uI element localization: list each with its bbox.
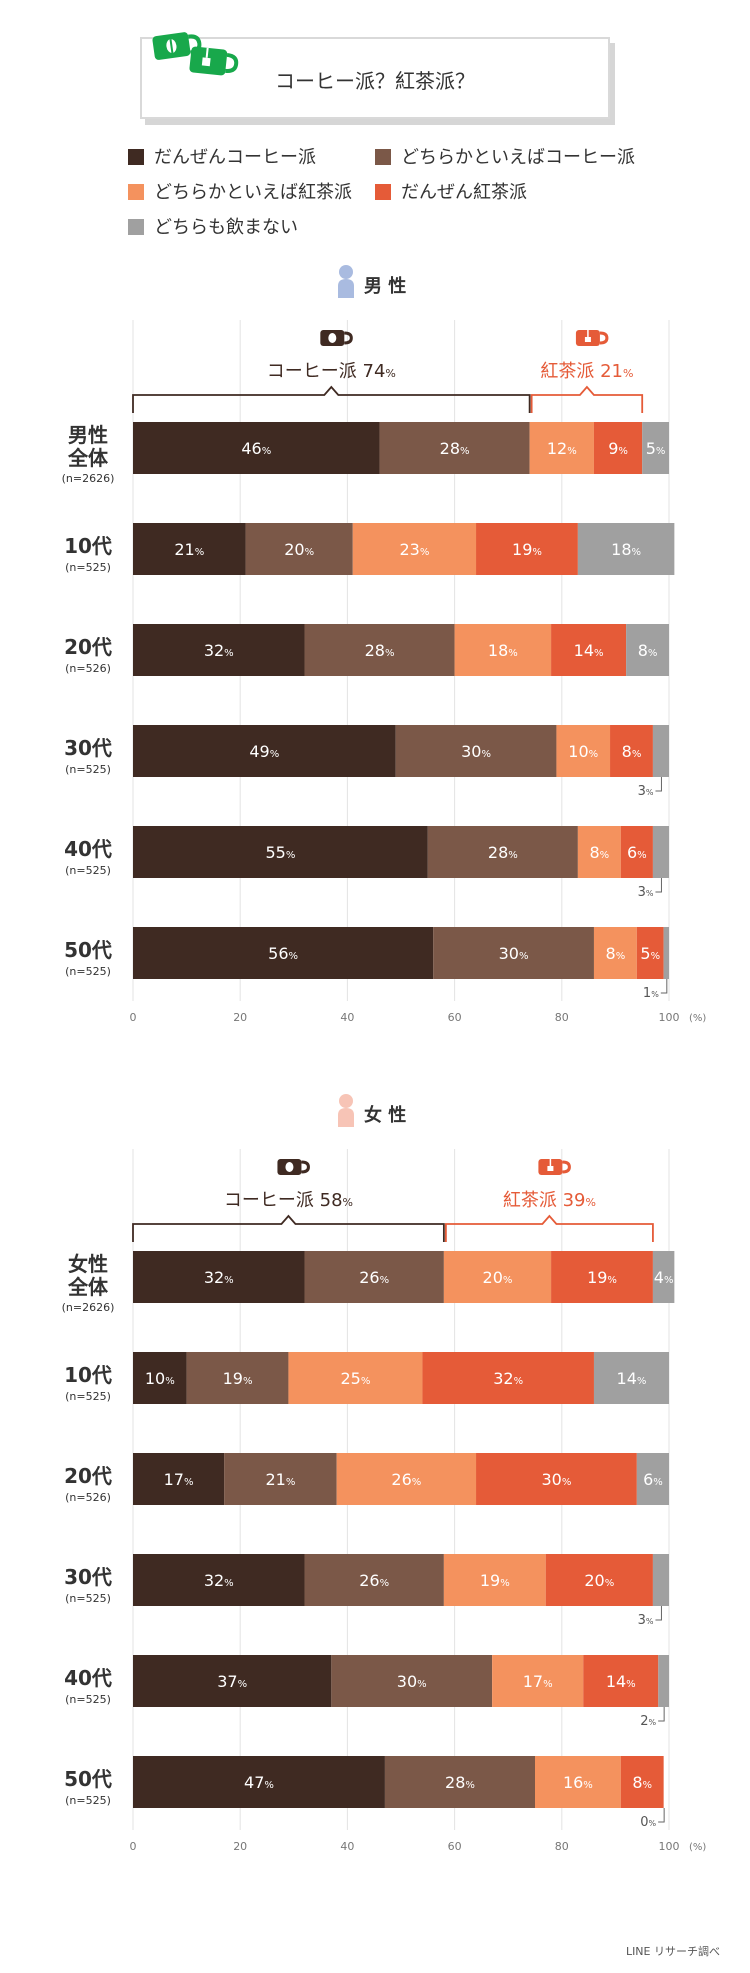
tea-group-label: 紅茶派 39%: [503, 1190, 596, 1211]
legend-item-lean-tea: どちらかといえば紅茶派: [128, 178, 352, 204]
x-unit-label: (%): [689, 1013, 706, 1024]
x-tick-label: 80: [555, 1840, 569, 1853]
x-tick-label: 40: [340, 1011, 354, 1024]
bar-value-label: 1%: [643, 986, 659, 1001]
x-tick-label: 20: [233, 1011, 247, 1024]
row-sample-size: (n=2626): [62, 472, 115, 485]
tea-bracket: [446, 1216, 653, 1242]
bar-row: 30代(n=525)32% 26% 19% 20%3%: [64, 1554, 669, 1628]
legend-item-lean-coffee: どちらかといえばコーヒー派: [375, 143, 635, 169]
bar-row: 20代 (n=526) 17% 21% 26% 30% 6%: [64, 1453, 669, 1505]
row-label: 40代: [64, 1666, 112, 1690]
row-sample-size: (n=526): [65, 1491, 111, 1504]
female-person-icon: [336, 1093, 356, 1127]
row-sample-size: (n=525): [65, 864, 111, 877]
coffee-group-label: コーヒー派 74%: [267, 361, 396, 382]
bar-segment: [658, 1655, 669, 1707]
legend-item-neither: どちらも飲まない: [128, 213, 298, 239]
row-label: 10代: [64, 534, 112, 558]
row-label: 50代: [64, 938, 112, 962]
row-label: 20代: [64, 1464, 112, 1488]
female-section-title: 女 性: [364, 1101, 406, 1127]
bar-row: 20代 (n=526) 32% 28% 18% 14% 8%: [64, 624, 669, 676]
bar-segment: [664, 927, 669, 979]
x-tick-label: 80: [555, 1011, 569, 1024]
row-sample-size: (n=525): [65, 1390, 111, 1403]
source-note: LINE リサーチ調べ: [626, 1943, 720, 1959]
row-label: 全体: [67, 446, 109, 470]
row-label: 30代: [64, 1565, 112, 1589]
male-section-title: 男 性: [364, 272, 406, 298]
row-sample-size: (n=525): [65, 1592, 111, 1605]
x-unit-label: (%): [689, 1842, 706, 1853]
bar-value-label: 2%: [640, 1714, 656, 1729]
tea-bracket: [532, 387, 643, 413]
legend-swatch: [128, 184, 144, 200]
x-tick-label: 0: [130, 1011, 137, 1024]
x-tick-label: 40: [340, 1840, 354, 1853]
row-label: 30代: [64, 736, 112, 760]
legend-swatch: [128, 219, 144, 235]
bar-value-label: 0%: [640, 1815, 656, 1830]
callout-line: [661, 979, 667, 993]
legend-swatch: [375, 184, 391, 200]
callout-line: [658, 1707, 664, 1721]
bar-row: 10代 (n=525) 10% 19% 25% 32% 14%: [64, 1352, 669, 1404]
bar-segment: [653, 1554, 669, 1606]
tea-cup-icon: [538, 1159, 569, 1175]
coffee-cup-icon: [277, 1159, 308, 1175]
coffee-bracket: [133, 1216, 444, 1242]
x-tick-label: 20: [233, 1840, 247, 1853]
callout-line: [655, 1606, 661, 1620]
row-label: 女性: [68, 1252, 108, 1276]
tea-cup-icon: [576, 330, 607, 346]
coffee-group-label: コーヒー派 58%: [224, 1190, 353, 1211]
bar-value-label: 3%: [638, 784, 654, 799]
legend-item-strong-coffee: だんぜんコーヒー派: [128, 143, 316, 169]
bar-value-label: 3%: [638, 1613, 654, 1628]
tea-group-label: 紅茶派 21%: [540, 361, 633, 382]
row-label: 男性: [68, 423, 108, 447]
bar-row: 30代 (n=525) 49% 30% 10% 8% 3%: [64, 725, 669, 799]
bar-segment: [653, 725, 669, 777]
coffee-cup-icon: [320, 330, 351, 346]
bar-value-label: 3%: [638, 885, 654, 900]
legend-swatch: [375, 149, 391, 165]
callout-line: [655, 878, 661, 892]
bar-segment: [653, 826, 669, 878]
row-label: 20代: [64, 635, 112, 659]
row-label: 10代: [64, 1363, 112, 1387]
x-tick-label: 100: [659, 1840, 680, 1853]
row-sample-size: (n=526): [65, 662, 111, 675]
row-sample-size: (n=2626): [62, 1301, 115, 1314]
coffee-bracket: [133, 387, 530, 413]
row-label: 50代: [64, 1767, 112, 1791]
row-sample-size: (n=525): [65, 1693, 111, 1706]
bar-row: 40代(n=525)55% 28% 8% 6%3%: [64, 826, 669, 900]
bar-row: 50代(n=525)56% 30% 8% 5%1%: [64, 927, 669, 1001]
callout-line: [655, 777, 661, 791]
coffee-cups-icon: [150, 28, 240, 83]
x-tick-label: 0: [130, 1840, 137, 1853]
row-sample-size: (n=525): [65, 561, 111, 574]
bar-row: 50代(n=525)47% 28% 16% 8%0%: [64, 1756, 664, 1830]
male-person-icon: [336, 264, 356, 298]
x-tick-label: 100: [659, 1011, 680, 1024]
legend-swatch: [128, 149, 144, 165]
row-sample-size: (n=525): [65, 763, 111, 776]
male-chart: 0 20 40 60 80 100 (%) コーヒー派 74% 紅茶派 21% 男性全体 (n=26…: [0, 320, 750, 1060]
row-sample-size: (n=525): [65, 965, 111, 978]
row-label: 全体: [67, 1275, 109, 1299]
bar-row: 10代 (n=525) 21% 20% 23% 19% 18%: [64, 523, 674, 575]
legend-item-strong-tea: だんぜん紅茶派: [375, 178, 527, 204]
bar-row: 40代 (n=525) 37% 30% 17% 14% 2%: [64, 1655, 669, 1729]
row-sample-size: (n=525): [65, 1794, 111, 1807]
bar-row: 男性全体(n=2626)46% 28% 12% 9% 5%: [62, 422, 669, 485]
callout-line: [658, 1808, 664, 1822]
row-label: 40代: [64, 837, 112, 861]
x-tick-label: 60: [448, 1011, 462, 1024]
x-tick-label: 60: [448, 1840, 462, 1853]
